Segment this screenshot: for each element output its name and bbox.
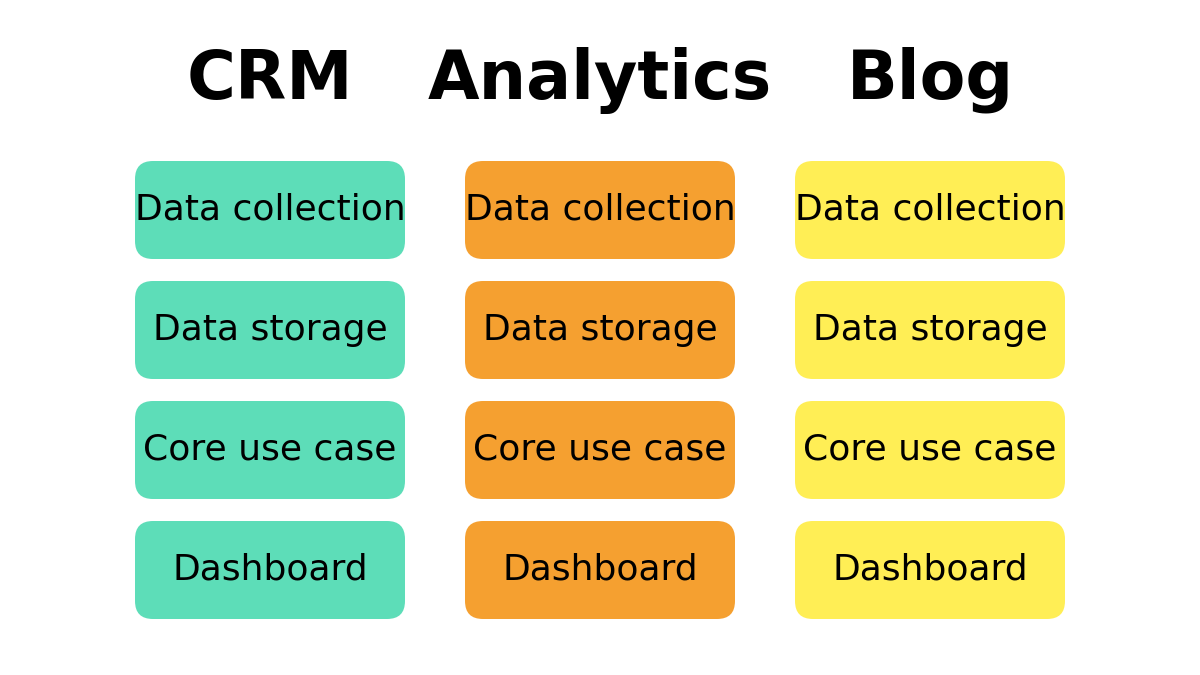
FancyBboxPatch shape: [466, 161, 734, 259]
Text: Data collection: Data collection: [134, 193, 406, 227]
Text: Dashboard: Dashboard: [172, 553, 368, 587]
Text: Dashboard: Dashboard: [502, 553, 698, 587]
FancyBboxPatch shape: [796, 281, 1066, 379]
FancyBboxPatch shape: [134, 281, 406, 379]
FancyBboxPatch shape: [134, 521, 406, 619]
FancyBboxPatch shape: [466, 521, 734, 619]
Text: Core use case: Core use case: [143, 433, 397, 467]
FancyBboxPatch shape: [796, 521, 1066, 619]
Text: Data storage: Data storage: [152, 313, 388, 347]
FancyBboxPatch shape: [466, 401, 734, 499]
Text: Data collection: Data collection: [464, 193, 736, 227]
Text: Dashboard: Dashboard: [832, 553, 1028, 587]
Text: Core use case: Core use case: [803, 433, 1057, 467]
FancyBboxPatch shape: [134, 401, 406, 499]
Text: Blog: Blog: [846, 47, 1014, 113]
FancyBboxPatch shape: [796, 401, 1066, 499]
FancyBboxPatch shape: [466, 281, 734, 379]
FancyBboxPatch shape: [796, 161, 1066, 259]
Text: Data storage: Data storage: [482, 313, 718, 347]
FancyBboxPatch shape: [134, 161, 406, 259]
Text: Core use case: Core use case: [473, 433, 727, 467]
Text: Data storage: Data storage: [812, 313, 1048, 347]
Text: Analytics: Analytics: [428, 47, 772, 113]
Text: CRM: CRM: [187, 47, 353, 113]
Text: Data collection: Data collection: [794, 193, 1066, 227]
